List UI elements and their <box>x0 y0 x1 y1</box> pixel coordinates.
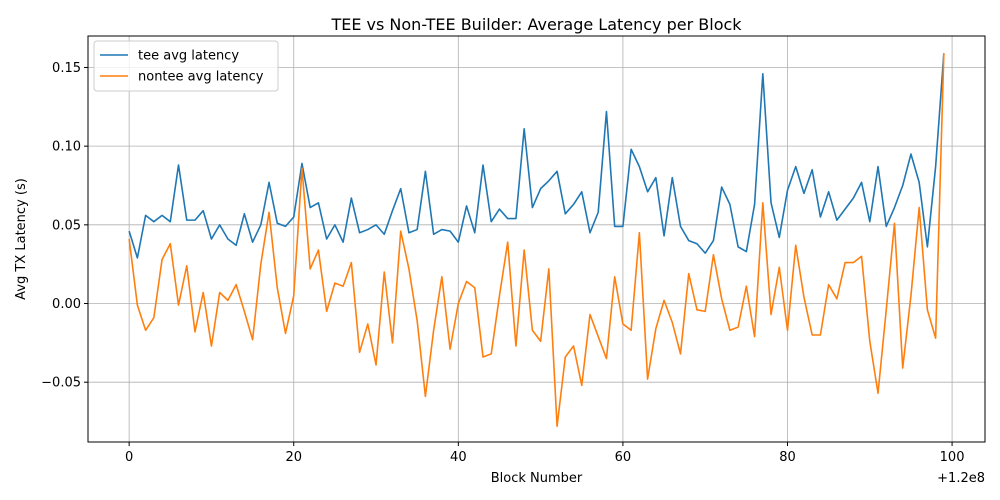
series-line-tee <box>128 53 945 259</box>
axis-ticks: 0 20 40 60 80 100 −0.05 0.00 0.05 0.10 0.15 <box>41 61 964 465</box>
y-tick-label: 0.10 <box>52 140 81 155</box>
series-line-nontee <box>128 53 945 428</box>
y-tick-label: 0.00 <box>52 297 81 312</box>
legend-box <box>93 40 279 92</box>
y-tick-label: 0.05 <box>52 218 81 233</box>
y-axis-label: Avg TX Latency (s) <box>14 178 29 300</box>
plot-frame <box>87 35 986 443</box>
legend: tee avg latency nontee avg latency <box>93 40 279 92</box>
y-tick-label: −0.05 <box>41 376 81 391</box>
x-tick-label: 100 <box>940 450 965 465</box>
x-tick-label: 20 <box>285 450 302 465</box>
y-tick-label: 0.15 <box>52 61 81 76</box>
chart-title: TEE vs Non-TEE Builder: Average Latency … <box>330 15 742 34</box>
legend-label-nontee: nontee avg latency <box>138 70 264 85</box>
x-tick-label: 0 <box>125 450 133 465</box>
x-axis-label: Block Number <box>491 471 583 486</box>
series-lines <box>128 53 945 428</box>
x-tick-label: 80 <box>779 450 796 465</box>
x-tick-label: 60 <box>615 450 632 465</box>
x-tick-label: 40 <box>450 450 467 465</box>
legend-label-tee: tee avg latency <box>138 49 239 64</box>
x-axis-offset-label: +1.2e8 <box>937 471 985 486</box>
